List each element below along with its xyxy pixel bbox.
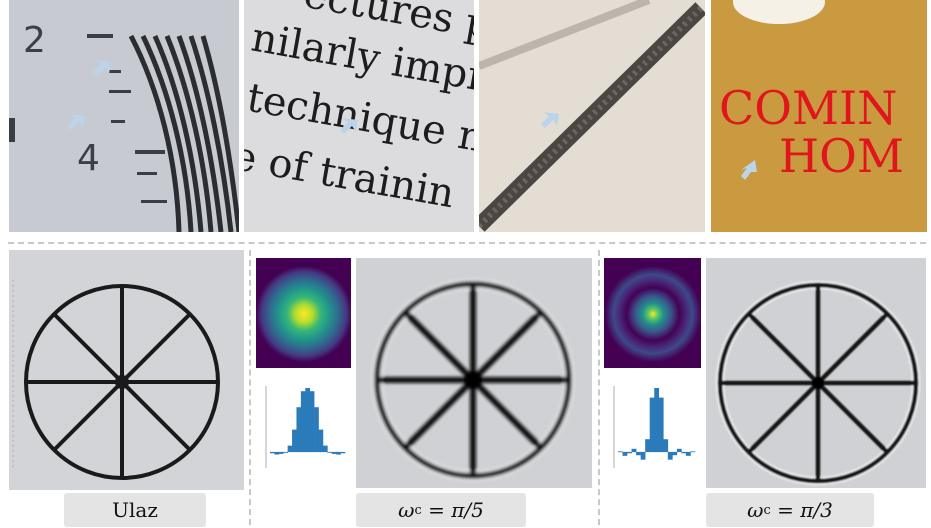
kernel-heatmap-wc5 — [256, 258, 351, 368]
profile-wc3-bar — [681, 452, 687, 454]
wheel-original — [9, 250, 244, 490]
profile-wc5-bar — [270, 452, 275, 454]
arrow-icon — [340, 118, 358, 134]
profile-wc5-bar — [274, 452, 280, 455]
profile-wc3-bar — [685, 452, 691, 456]
crop-ruler: 2 4 — [9, 0, 239, 232]
profile-wc3-bar — [631, 448, 637, 452]
text-graphic: ectures pr nilarly impro technique na e … — [244, 0, 474, 232]
arrow-icon — [541, 112, 559, 128]
kernel-image-wc3 — [604, 258, 701, 368]
profile-wc3-bar — [636, 452, 641, 456]
kernel-heatmap-wc3 — [604, 258, 701, 368]
wheel-wc3-panel — [706, 258, 926, 488]
profile-wc5-bar — [322, 445, 328, 452]
profile-wc5-bar — [314, 407, 319, 452]
profile-wc5-bar — [309, 391, 315, 452]
profile-wc3-bar — [640, 452, 646, 460]
sign-line-2: HOM — [779, 129, 904, 183]
kernel-image-wc5 — [256, 258, 351, 368]
caption-wc3-symbol: ω — [747, 498, 764, 522]
line-graphic — [479, 0, 705, 232]
profile-wc5-bar — [331, 452, 337, 454]
caption-wc3-sub: c — [763, 502, 771, 518]
crop-line — [479, 0, 705, 232]
row-divider — [8, 242, 926, 244]
arrow-icon — [741, 160, 757, 180]
wheel-wc5-panel — [356, 258, 592, 488]
caption-wc5-symbol: ω — [398, 498, 415, 522]
kernel-profile-plot-wc3 — [613, 386, 696, 468]
sign-line-1: COMIN — [719, 81, 897, 135]
caption-wc3-rhs: = π/3 — [777, 498, 833, 522]
profile-wc3-bar — [654, 388, 660, 452]
profile-wc3-bar — [618, 451, 623, 453]
profile-wc5-bar — [292, 429, 297, 452]
profile-wc3-bar — [690, 451, 696, 453]
ruler-number-4: 4 — [77, 138, 100, 179]
profile-wc3-bar — [645, 439, 651, 452]
profile-wc5-bar — [278, 452, 284, 454]
caption-original-text: Ulaz — [112, 498, 158, 522]
profile-wc5-bar — [283, 452, 288, 453]
caption-wc5-sub: c — [414, 502, 422, 518]
kernel-profile-wc3 — [604, 378, 701, 478]
wheel-filtered-wc5 — [356, 258, 592, 488]
column-divider-2 — [598, 250, 600, 525]
column-divider-1 — [249, 250, 251, 525]
wheel-original-panel — [9, 250, 244, 490]
profile-wc5-bar — [327, 452, 333, 453]
crop-sign: COMIN HOM — [711, 0, 927, 232]
crop-text: ectures pr nilarly impro technique na e … — [244, 0, 474, 232]
ruler-graphic: 2 4 — [9, 0, 239, 232]
profile-wc3-bar — [676, 448, 682, 452]
profile-wc3-bar — [622, 452, 628, 456]
wheel-filtered-wc3 — [706, 258, 926, 488]
profile-wc3-bar — [649, 397, 655, 452]
profile-wc3-bar — [672, 452, 678, 456]
profile-wc5-bar — [340, 452, 346, 454]
sign-graphic: COMIN HOM — [711, 0, 927, 232]
profile-wc5-bar — [318, 429, 324, 452]
profile-wc3-bar — [667, 452, 673, 460]
profile-wc5-bar — [336, 452, 341, 455]
profile-wc3-bar — [627, 452, 632, 454]
profile-wc5-bar — [300, 391, 306, 452]
profile-wc5-bar — [287, 445, 293, 452]
kernel-profile-wc5 — [256, 378, 351, 478]
arrow-icon — [67, 60, 111, 130]
profile-wc5-bar — [305, 388, 311, 452]
kernel-profile-plot-wc5 — [265, 386, 346, 468]
ruler-number-2: 2 — [23, 20, 46, 61]
profile-wc5-bar — [296, 407, 302, 452]
profile-wc3-bar — [658, 397, 664, 452]
caption-original: Ulaz — [64, 493, 206, 527]
profile-wc3-bar — [663, 439, 669, 452]
caption-wc5-rhs: = π/5 — [428, 498, 484, 522]
